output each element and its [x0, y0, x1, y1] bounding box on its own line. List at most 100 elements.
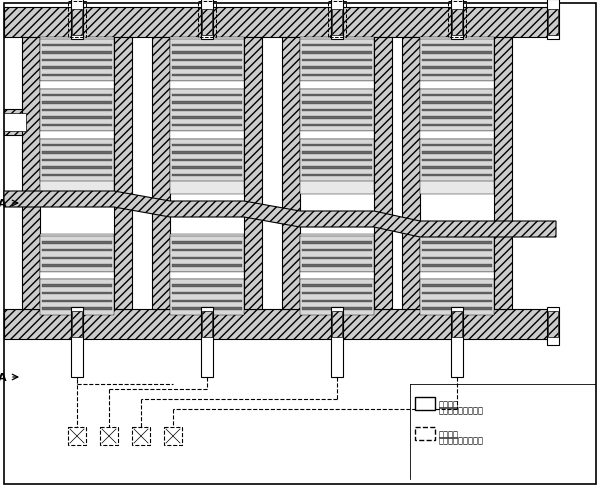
- Bar: [300, 38, 374, 195]
- Bar: [42, 124, 112, 127]
- Bar: [172, 257, 242, 260]
- Bar: [170, 272, 244, 280]
- Bar: [172, 249, 242, 252]
- Bar: [42, 249, 112, 252]
- Bar: [422, 174, 492, 177]
- Bar: [172, 45, 242, 47]
- Bar: [40, 82, 114, 90]
- Bar: [170, 237, 244, 272]
- Bar: [42, 102, 112, 104]
- Bar: [42, 109, 112, 112]
- Bar: [300, 280, 374, 315]
- Bar: [72, 10, 82, 36]
- Bar: [172, 144, 242, 147]
- Bar: [170, 38, 244, 195]
- Bar: [170, 235, 244, 307]
- Bar: [172, 102, 242, 104]
- Bar: [422, 300, 492, 303]
- Bar: [172, 60, 242, 62]
- Bar: [422, 307, 492, 310]
- Bar: [201, 307, 213, 377]
- Bar: [494, 38, 512, 309]
- Bar: [548, 10, 558, 36]
- Bar: [302, 249, 372, 252]
- Bar: [422, 152, 492, 155]
- Bar: [302, 174, 372, 177]
- Bar: [198, 2, 216, 38]
- Bar: [302, 307, 372, 310]
- Bar: [302, 124, 372, 127]
- Bar: [547, 307, 559, 346]
- Bar: [300, 132, 374, 140]
- Text: A: A: [0, 199, 7, 208]
- Bar: [172, 52, 242, 55]
- Bar: [374, 38, 392, 309]
- Bar: [4, 309, 556, 339]
- Bar: [422, 95, 492, 97]
- Bar: [71, 307, 83, 377]
- Bar: [422, 257, 492, 260]
- Bar: [422, 144, 492, 147]
- Bar: [40, 40, 114, 82]
- Bar: [415, 397, 435, 410]
- Bar: [42, 75, 112, 77]
- Bar: [302, 102, 372, 104]
- Bar: [71, 0, 83, 40]
- Bar: [172, 307, 242, 310]
- Bar: [40, 237, 114, 272]
- Bar: [420, 82, 494, 90]
- Bar: [300, 235, 374, 307]
- Bar: [422, 160, 492, 162]
- Bar: [422, 167, 492, 169]
- Bar: [302, 45, 372, 47]
- Bar: [300, 140, 374, 182]
- Bar: [422, 124, 492, 127]
- Bar: [422, 117, 492, 120]
- Bar: [422, 60, 492, 62]
- Text: 实线框：: 实线框：: [439, 399, 459, 408]
- Bar: [422, 249, 492, 252]
- Bar: [170, 132, 244, 140]
- Bar: [415, 427, 435, 440]
- Bar: [42, 174, 112, 177]
- Bar: [42, 117, 112, 120]
- Bar: [4, 110, 39, 136]
- Text: 硅单晶基片正面结构: 硅单晶基片正面结构: [439, 405, 484, 414]
- Bar: [422, 45, 492, 47]
- Bar: [422, 285, 492, 287]
- Bar: [302, 67, 372, 69]
- Bar: [300, 90, 374, 132]
- Bar: [4, 114, 26, 132]
- Bar: [331, 0, 343, 40]
- Bar: [40, 132, 114, 140]
- Bar: [172, 124, 242, 127]
- Bar: [420, 272, 494, 280]
- Bar: [452, 10, 462, 36]
- Bar: [68, 427, 86, 445]
- Bar: [331, 307, 343, 377]
- Bar: [68, 2, 86, 38]
- Bar: [42, 242, 112, 244]
- Bar: [132, 427, 150, 445]
- Bar: [170, 90, 244, 132]
- Bar: [402, 38, 420, 309]
- Bar: [451, 307, 463, 377]
- Bar: [302, 292, 372, 295]
- Bar: [302, 52, 372, 55]
- Bar: [40, 90, 114, 132]
- Bar: [201, 0, 213, 40]
- Bar: [452, 311, 462, 337]
- Bar: [302, 75, 372, 77]
- Bar: [42, 95, 112, 97]
- Bar: [420, 132, 494, 140]
- Bar: [422, 52, 492, 55]
- Bar: [42, 152, 112, 155]
- Bar: [42, 144, 112, 147]
- Bar: [42, 67, 112, 69]
- Bar: [172, 285, 242, 287]
- Bar: [302, 117, 372, 120]
- Bar: [202, 311, 212, 337]
- Bar: [202, 10, 212, 36]
- Bar: [422, 102, 492, 104]
- Text: A: A: [0, 372, 7, 382]
